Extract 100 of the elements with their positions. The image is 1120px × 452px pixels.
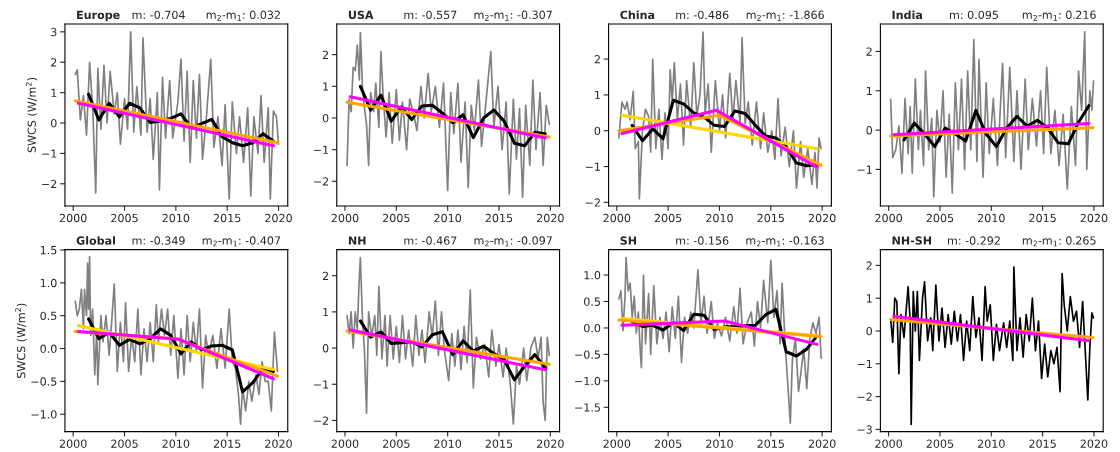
text: m$_{2}$-m$_{1}$: 0.216 <box>1022 10 1096 21</box>
y-tick-label: 1.0 <box>40 278 57 288</box>
text: m: -0.292 <box>948 236 1000 245</box>
y-tick-label: 1 <box>866 86 872 96</box>
x-tick-label: 2020 <box>1080 439 1108 448</box>
line-series <box>346 256 551 425</box>
x-tick-label: 2005 <box>383 213 410 223</box>
x-tick-label: 2020 <box>537 439 564 448</box>
text: m$_{2}$-m$_{1}$: -0.163 <box>746 236 824 247</box>
x-tick-label: 2005 <box>111 213 138 223</box>
y-tick-label: −1 <box>313 145 329 154</box>
y-tick-label: −2 <box>857 392 872 401</box>
x-tick-label: 2005 <box>654 213 682 223</box>
y-tick-label: 2 <box>594 55 600 64</box>
line-series <box>74 255 279 425</box>
x-tick-label: 2015 <box>1029 439 1056 448</box>
y-tick-label: 0 <box>322 113 329 123</box>
y-tick-label: 2 <box>51 58 57 67</box>
x-tick-label: 2010 <box>162 213 190 223</box>
x-tick-label: 2010 <box>706 213 733 223</box>
line-series <box>618 256 822 425</box>
chart-title: China <box>620 10 655 20</box>
y-tick-label: 1 <box>866 294 872 303</box>
y-tick-label: −2 <box>313 416 329 425</box>
x-tick-label: 2010 <box>434 439 462 448</box>
y-tick-label: 0.5 <box>584 297 600 306</box>
x-tick-label: 2020 <box>1080 213 1108 223</box>
text: m$_{2}$-m$_{1}$: 0.032 <box>206 10 280 21</box>
x-tick-label: 2005 <box>383 439 410 448</box>
y-tick-label: −1 <box>585 162 600 171</box>
text: m: 0.095 <box>950 10 998 20</box>
y-tick-label: −1 <box>857 165 872 174</box>
chart-title: Global <box>76 236 115 245</box>
x-tick-label: 2000 <box>331 213 359 223</box>
text: m: -0.467 <box>404 236 457 245</box>
x-tick-label: 2010 <box>706 439 733 448</box>
x-tick-label: 2000 <box>875 213 903 223</box>
y-tick-label: 0 <box>50 118 57 128</box>
y-tick-label: 1 <box>595 91 600 100</box>
y-tick-label: −1 <box>857 359 872 368</box>
y-axis-title: SWCS (W/m$^{2}$) <box>25 77 38 153</box>
y-tick-label: 3 <box>51 27 57 37</box>
x-tick-label: 2015 <box>485 213 513 223</box>
y-tick-label: 1 <box>51 88 57 97</box>
x-tick-label: 2020 <box>265 439 292 448</box>
line-series <box>346 31 551 198</box>
line-series <box>889 266 1095 426</box>
x-tick-label: 2005 <box>111 439 138 448</box>
chart-title: USA <box>348 10 374 20</box>
y-tick-label: 2 <box>866 47 872 56</box>
text: m$_{2}$-m$_{1}$: -0.407 <box>202 236 281 247</box>
x-tick-label: 2015 <box>213 213 241 223</box>
chart-title: Europe <box>77 10 120 22</box>
x-tick-label: 2000 <box>603 213 631 223</box>
text: m: -0.349 <box>132 236 185 245</box>
x-tick-label: 2020 <box>265 213 292 223</box>
x-tick-label: 2000 <box>875 439 903 448</box>
y-tick-label: 2 <box>322 50 329 59</box>
x-tick-label: 2010 <box>977 213 1005 223</box>
x-tick-label: 2015 <box>1029 213 1056 223</box>
text: m$_{2}$-m$_{1}$: -1.866 <box>746 10 824 21</box>
text: m: -0.486 <box>676 10 729 20</box>
x-tick-label: 2015 <box>485 439 513 448</box>
y-tick-label: −0.5 <box>575 350 600 359</box>
x-tick-label: 2010 <box>977 439 1005 448</box>
y-axis-title: SWCS (W/m$^{2}$) <box>15 303 27 378</box>
y-tick-label: 0 <box>594 126 601 136</box>
text: m$_{2}$-m$_{1}$: -0.307 <box>474 10 552 21</box>
x-tick-label: 2005 <box>926 439 954 448</box>
y-tick-label: 2 <box>322 271 329 280</box>
x-tick-label: 2000 <box>603 439 631 448</box>
x-tick-label: 2000 <box>331 439 359 448</box>
chart-title: NH <box>348 236 366 245</box>
x-tick-label: 2015 <box>213 439 241 448</box>
x-tick-label: 2005 <box>926 213 954 223</box>
line-series <box>74 31 280 200</box>
line-series <box>889 30 1095 198</box>
y-tick-label: −1.0 <box>575 376 601 386</box>
y-tick-label: 0.0 <box>584 323 601 333</box>
chart-title: NH-SH <box>892 236 932 245</box>
text: m$_{2}$-m$_{1}$: 0.265 <box>1022 236 1096 247</box>
text: m: -0.156 <box>676 236 729 245</box>
x-tick-label: 2000 <box>59 213 87 223</box>
y-tick-label: −2 <box>313 177 329 186</box>
y-tick-label: −3 <box>857 425 872 434</box>
y-tick-label: 1.0 <box>584 271 601 280</box>
y-tick-label: 0 <box>322 344 329 353</box>
y-tick-label: −2 <box>585 198 600 207</box>
x-tick-label: 2020 <box>537 213 564 223</box>
y-tick-label: 0.0 <box>40 344 57 353</box>
y-tick-label: 0 <box>866 126 873 135</box>
x-tick-label: 2000 <box>59 439 87 448</box>
text: m: -0.704 <box>132 10 185 20</box>
x-tick-label: 2010 <box>162 439 190 448</box>
text: m: -0.557 <box>404 10 457 20</box>
y-tick-label: 0.5 <box>40 311 57 321</box>
y-tick-label: 0 <box>866 326 873 336</box>
y-tick-label: −1.0 <box>31 410 57 419</box>
x-tick-label: 2020 <box>808 213 836 223</box>
y-tick-label: 2 <box>866 261 872 270</box>
